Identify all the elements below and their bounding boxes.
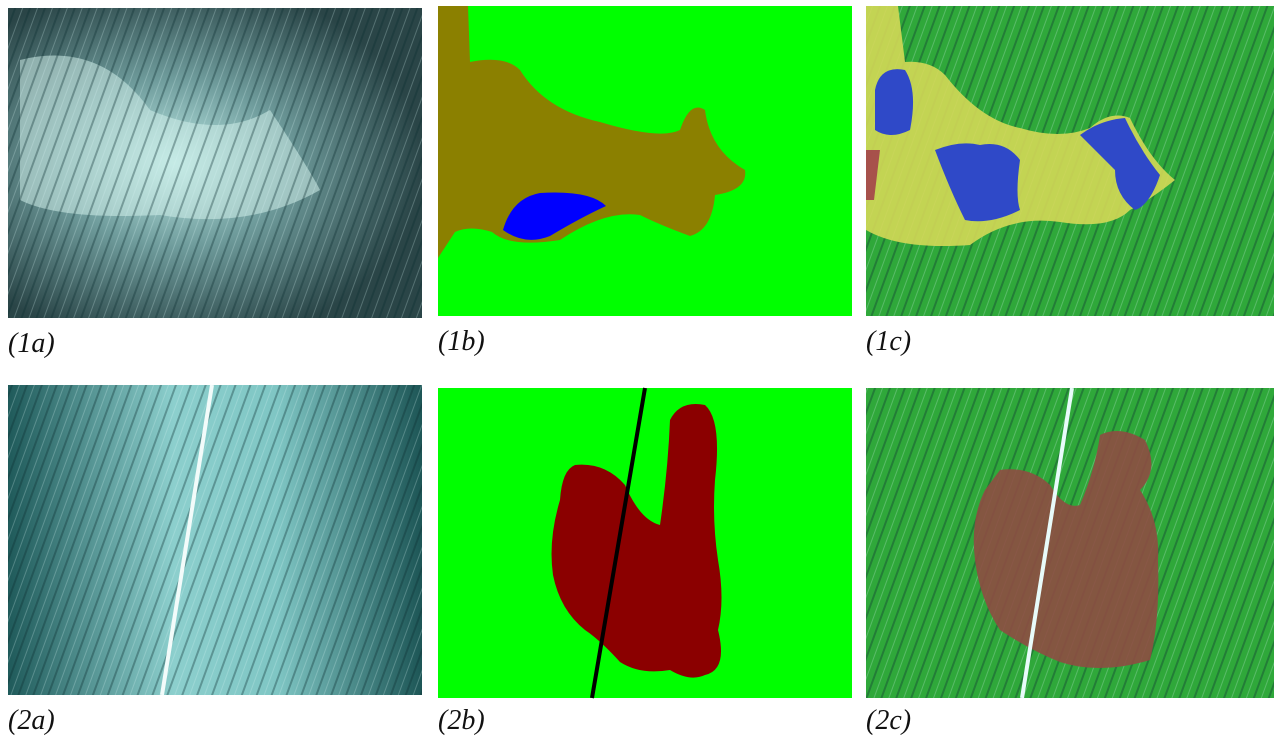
page: (1a) (1b) (1c) (2a) (2b) (2c) (() => { c… xyxy=(0,0,1281,740)
image-2c xyxy=(866,388,1274,698)
image-2a xyxy=(8,385,422,695)
image-1a xyxy=(8,8,422,318)
image-1b xyxy=(438,6,852,316)
figure: (1a) (1b) (1c) (2a) (2b) (2c) xyxy=(0,0,1281,740)
caption: (2c) xyxy=(866,705,911,736)
image-1c xyxy=(866,6,1274,316)
image-2b xyxy=(438,388,852,698)
caption: (1c) xyxy=(866,326,911,357)
caption: (1b) xyxy=(438,326,485,357)
caption: (1a) xyxy=(8,328,55,359)
caption: (2a) xyxy=(8,705,55,736)
caption: (2b) xyxy=(438,705,485,736)
